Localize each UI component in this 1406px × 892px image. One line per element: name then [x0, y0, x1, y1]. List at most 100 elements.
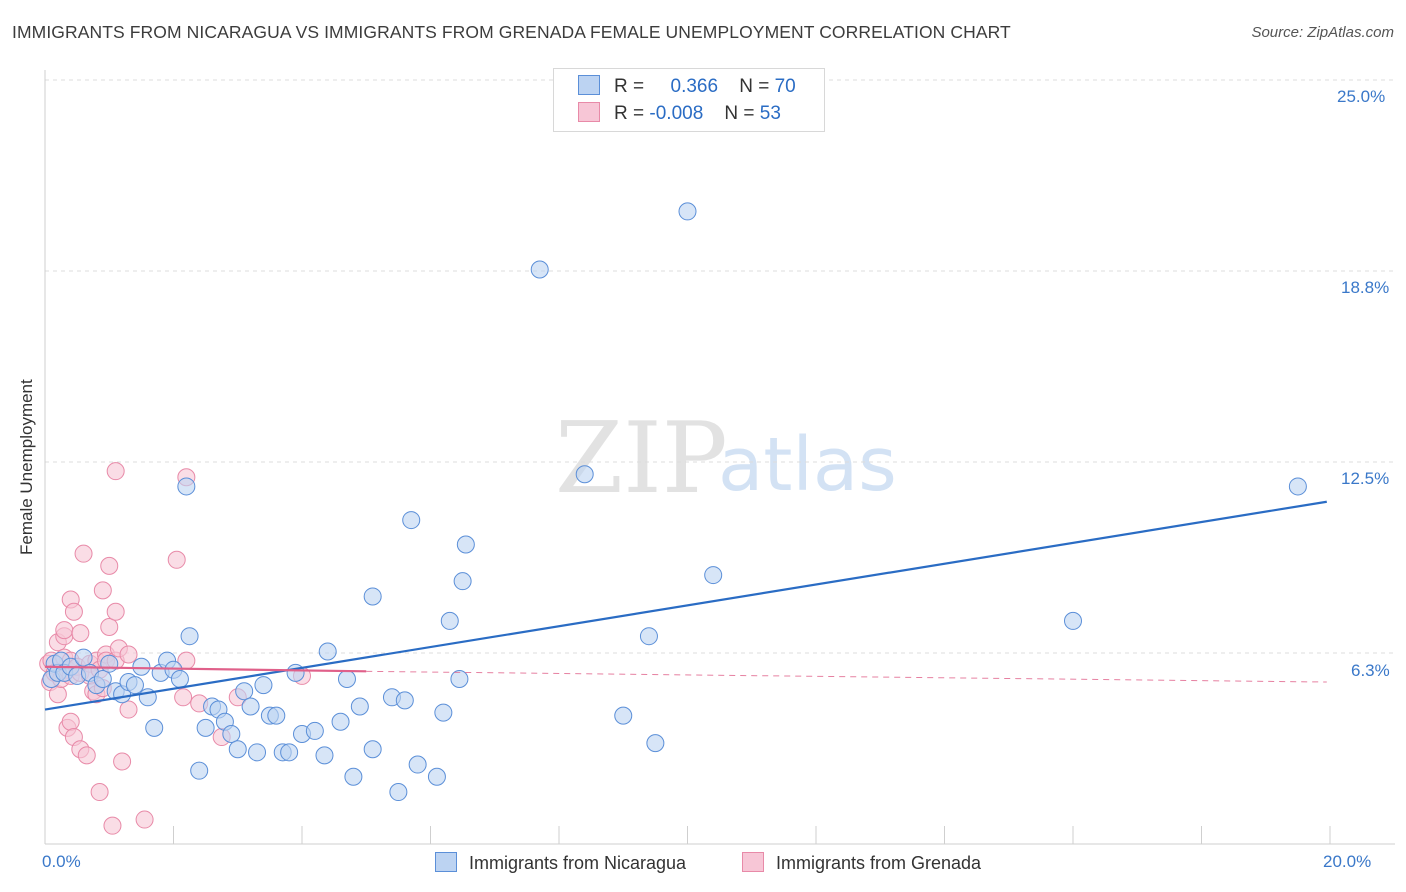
data-point: [305, 721, 324, 740]
stats-legend: R = 0.366 N = 70 R = -0.008 N = 53: [553, 68, 825, 132]
x-tick-label-min: 0.0%: [42, 852, 81, 871]
data-point: [331, 712, 350, 731]
grenada-points: [39, 462, 311, 835]
legend-r-label: R =: [614, 103, 645, 124]
data-point: [180, 627, 199, 646]
data-point: [74, 544, 93, 563]
legend-r-value: -0.008: [649, 103, 704, 124]
data-point: [170, 669, 189, 688]
data-point: [106, 462, 125, 481]
legend-swatch-grenada: [578, 102, 600, 122]
source-label: Source: ZipAtlas.com: [1251, 24, 1394, 41]
data-point: [145, 718, 164, 737]
data-point: [318, 642, 337, 661]
axes: [44, 70, 1395, 845]
data-point: [408, 755, 427, 774]
legend-n-value: 70: [774, 76, 796, 97]
data-point: [344, 767, 363, 786]
data-point: [402, 511, 421, 530]
chart-title: IMMIGRANTS FROM NICARAGUA VS IMMIGRANTS …: [12, 22, 1011, 42]
data-point: [315, 746, 334, 765]
data-point: [280, 743, 299, 762]
legend-r-label: R =: [614, 76, 645, 97]
data-point: [646, 734, 665, 753]
data-point: [74, 648, 93, 667]
data-point: [575, 465, 594, 484]
data-point: [434, 703, 453, 722]
data-point: [196, 718, 215, 737]
legend-n-label: N =: [739, 76, 770, 97]
data-point: [363, 587, 382, 606]
series-label-nicaragua: Immigrants from Nicaragua: [469, 853, 687, 873]
legend-r-value: 0.366: [670, 76, 719, 97]
data-point: [90, 783, 109, 802]
data-point: [1064, 611, 1082, 630]
data-point: [363, 740, 382, 759]
data-point: [440, 611, 459, 630]
data-point: [639, 627, 658, 646]
data-point: [106, 602, 125, 621]
trend-lines: [44, 500, 1327, 711]
trend-line-grenada-extension: [366, 670, 1327, 683]
legend-row-grenada: R = -0.008 N = 53: [578, 102, 781, 126]
grid-lines: [45, 79, 1395, 654]
data-point: [64, 602, 83, 621]
data-point: [177, 477, 196, 496]
data-point: [704, 566, 723, 585]
data-point: [61, 712, 80, 731]
data-point: [530, 260, 549, 279]
data-point: [174, 688, 193, 707]
series-swatch-grenada: [742, 852, 764, 872]
data-point: [1288, 477, 1307, 496]
data-point: [267, 706, 286, 725]
data-point: [55, 621, 74, 640]
data-point: [248, 743, 267, 762]
data-point: [235, 682, 254, 701]
legend-swatch-nicaragua: [578, 75, 600, 95]
data-point: [241, 697, 260, 716]
data-point: [337, 669, 356, 688]
watermark: ZIP atlas: [555, 402, 897, 516]
data-point: [125, 676, 144, 695]
legend-row-nicaragua: R = 0.366 N = 70: [578, 75, 796, 99]
data-point: [71, 624, 90, 643]
data-point: [77, 746, 96, 765]
data-point: [453, 572, 472, 591]
data-point: [190, 761, 209, 780]
data-point: [135, 810, 154, 829]
legend-n-label: N =: [724, 103, 755, 124]
data-point: [350, 697, 369, 716]
y-tick-label: 18.8%: [1341, 278, 1390, 297]
data-point: [48, 685, 67, 704]
data-point: [119, 645, 138, 664]
y-axis-label: Female Unemployment: [17, 379, 36, 555]
data-point: [678, 202, 697, 221]
series-label-grenada: Immigrants from Grenada: [776, 853, 982, 873]
data-point: [119, 700, 138, 719]
data-point: [389, 783, 408, 802]
data-point: [427, 767, 446, 786]
y-tick-label: 25.0%: [1337, 87, 1386, 106]
data-point: [103, 816, 122, 835]
data-point: [456, 535, 475, 554]
data-point: [93, 669, 112, 688]
series-swatch-nicaragua: [435, 852, 457, 872]
data-point: [113, 752, 132, 771]
data-point: [395, 691, 414, 710]
data-point: [100, 654, 119, 673]
data-point: [614, 706, 633, 725]
x-tick-label-max: 20.0%: [1323, 852, 1372, 871]
data-point: [222, 724, 241, 743]
data-point: [93, 581, 112, 600]
legend-n-value: 53: [759, 103, 781, 124]
y-tick-label: 12.5%: [1341, 469, 1390, 488]
series-legend-nicaragua: Immigrants from Nicaragua: [435, 852, 686, 874]
data-point: [132, 657, 151, 676]
series-legend-grenada: Immigrants from Grenada: [742, 852, 981, 874]
watermark-zip: ZIP: [555, 402, 728, 516]
data-point: [254, 676, 273, 695]
data-point: [167, 550, 186, 569]
y-tick-label: 6.3%: [1351, 661, 1390, 680]
data-point: [100, 556, 119, 575]
